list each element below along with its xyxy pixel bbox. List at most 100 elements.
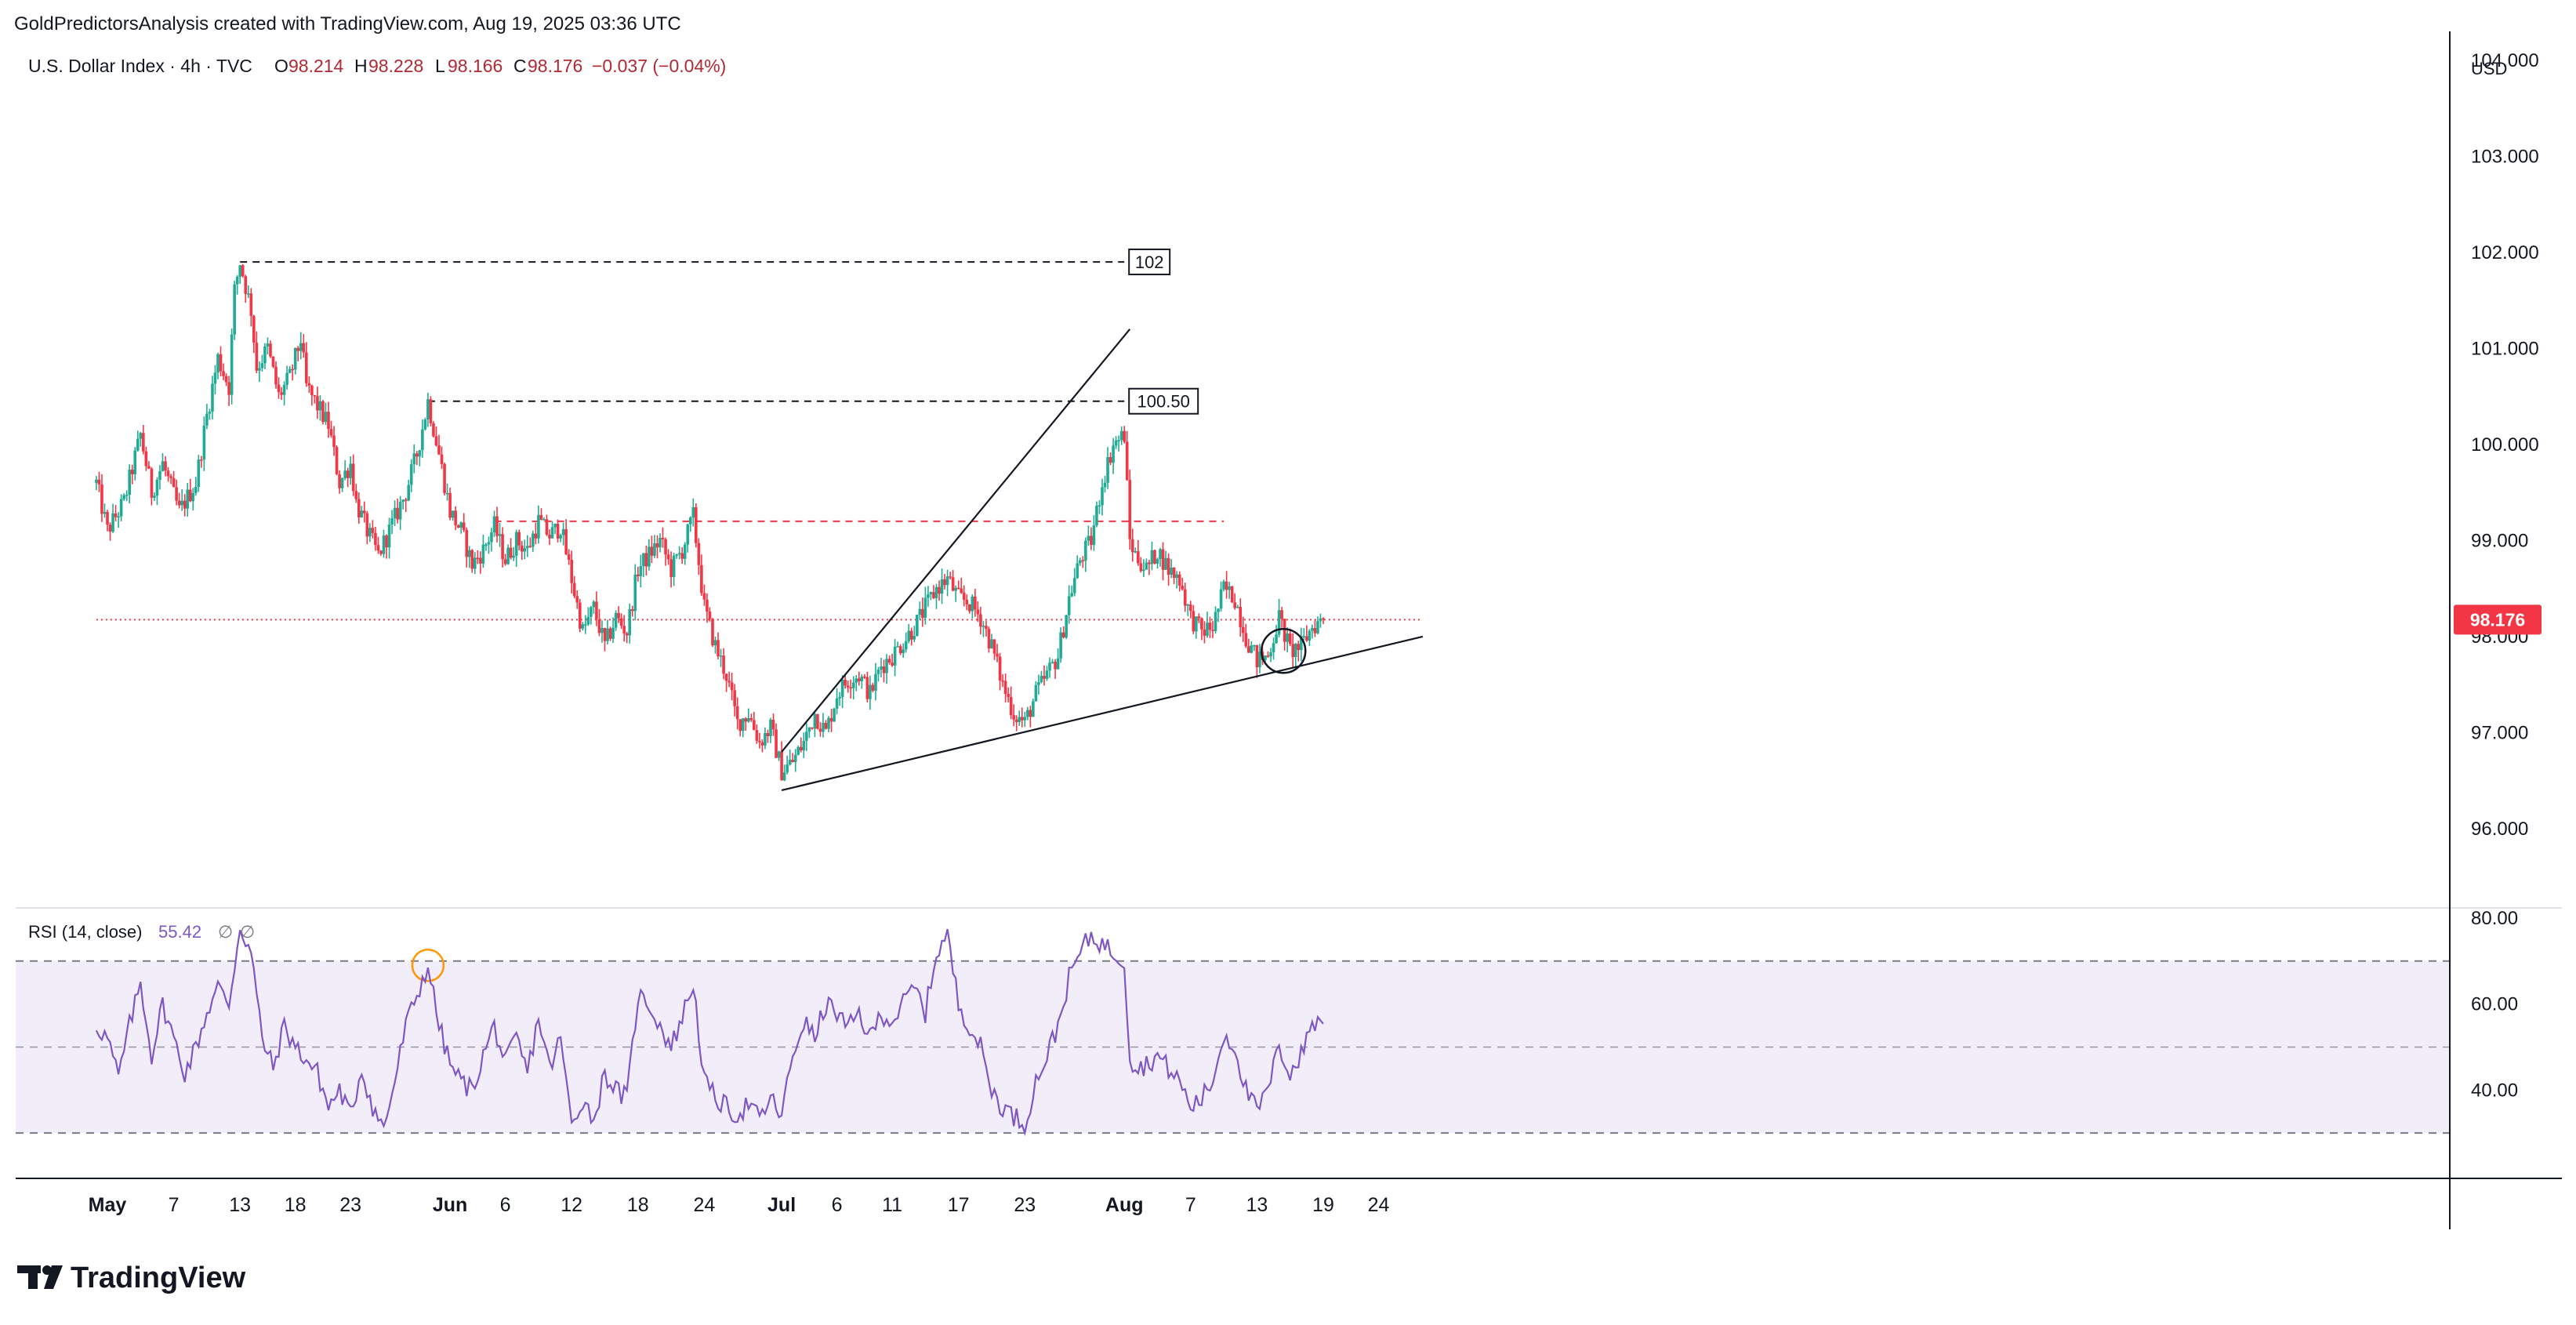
candle	[695, 503, 698, 548]
candle	[498, 523, 502, 547]
candle	[1297, 641, 1301, 662]
candle	[1148, 559, 1151, 575]
candle	[520, 540, 524, 561]
candle	[285, 365, 288, 390]
candle	[918, 601, 922, 620]
candle	[274, 361, 278, 389]
candle	[484, 543, 488, 551]
candle	[916, 614, 919, 637]
price-circle-marker[interactable]	[1260, 628, 1307, 674]
candle	[108, 522, 112, 541]
tradingview-logo-icon	[17, 1265, 63, 1289]
candle	[642, 553, 645, 578]
candle	[639, 554, 643, 588]
candle	[603, 627, 607, 652]
candle	[597, 609, 601, 637]
tradingview-logo[interactable]: TradingView	[17, 1261, 246, 1294]
candle	[827, 716, 830, 733]
candle	[805, 723, 808, 751]
candle	[683, 542, 687, 565]
candle	[462, 513, 466, 532]
candle	[374, 526, 377, 551]
candle	[666, 549, 670, 565]
candle	[1150, 541, 1154, 571]
candle	[487, 536, 491, 554]
candle	[258, 361, 261, 383]
rsi-tick-label: 80.00	[2471, 908, 2518, 929]
candle	[142, 424, 145, 455]
candle	[451, 510, 455, 521]
candle	[769, 717, 772, 743]
candle	[1195, 616, 1198, 639]
candle	[869, 676, 872, 710]
candle	[465, 527, 469, 568]
candle	[669, 551, 673, 588]
candle	[962, 585, 966, 607]
legend-symbol[interactable]: U.S. Dollar Index · 4h · TVC	[28, 56, 252, 76]
candle	[324, 402, 328, 426]
time-tick-label: Jun	[433, 1194, 467, 1216]
candle	[119, 494, 123, 521]
trendline-1[interactable]	[781, 329, 1131, 753]
candle	[1159, 547, 1162, 567]
candle	[735, 697, 739, 730]
candle	[144, 446, 148, 471]
candles	[95, 263, 1325, 782]
price-tick-label: 101.000	[2471, 338, 2539, 359]
candle	[512, 546, 515, 561]
candle	[1164, 550, 1167, 570]
candle	[796, 745, 800, 756]
candle	[785, 755, 789, 775]
candle	[448, 487, 452, 521]
time-tick-label: 23	[339, 1194, 361, 1216]
candle	[921, 597, 924, 627]
candle	[327, 401, 330, 438]
candle	[1139, 557, 1143, 573]
candle	[1177, 571, 1181, 592]
candle	[219, 346, 223, 377]
candle	[880, 658, 883, 678]
time-tick-label: 13	[229, 1194, 251, 1216]
candle	[938, 580, 941, 601]
candle	[968, 604, 971, 614]
candle	[628, 603, 632, 644]
candle	[277, 377, 281, 399]
candle	[117, 512, 120, 528]
candle	[700, 554, 703, 596]
candle	[166, 466, 170, 482]
candle	[672, 553, 676, 586]
candle	[1161, 542, 1165, 581]
candle	[1186, 603, 1190, 616]
candle	[1230, 586, 1234, 604]
candle	[503, 554, 507, 566]
chart-background	[16, 31, 2446, 1227]
candle	[1134, 547, 1137, 554]
candle	[719, 648, 723, 667]
candle	[432, 421, 435, 437]
candle	[775, 723, 778, 759]
candle	[233, 281, 236, 340]
candle	[376, 536, 380, 554]
current-price-tag: 98.176	[2454, 604, 2542, 635]
candle	[592, 600, 596, 614]
level-label-100-50[interactable]: 100.50	[1128, 387, 1199, 415]
trendline-0[interactable]	[781, 635, 1424, 792]
candle	[1119, 426, 1123, 445]
candle	[153, 492, 156, 501]
rsi-circle-marker[interactable]	[411, 949, 445, 982]
candle	[1076, 555, 1079, 579]
candle	[202, 416, 206, 471]
candle	[1181, 577, 1185, 591]
candle	[990, 633, 993, 649]
candle	[188, 478, 192, 503]
candle	[813, 711, 817, 738]
candle	[338, 470, 341, 494]
rsi-legend-title[interactable]: RSI (14, close)	[28, 922, 143, 942]
candle	[1166, 553, 1170, 586]
candle	[822, 713, 825, 738]
candle	[426, 392, 430, 427]
level-label-102[interactable]: 102	[1128, 249, 1171, 276]
candle	[161, 453, 165, 472]
rsi-legend-extra1: ∅	[218, 922, 233, 942]
candle	[244, 274, 248, 303]
